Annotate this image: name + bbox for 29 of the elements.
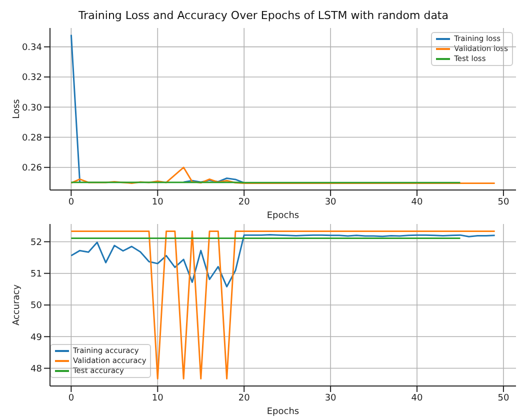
x-axis-title: Epochs (266, 211, 300, 221)
y-tick-label: 52 (30, 238, 42, 248)
x-tick-label: 0 (68, 393, 74, 404)
y-tick-label: 51 (30, 270, 42, 280)
x-tick-label: 20 (238, 197, 250, 208)
y-axis-title: Loss (12, 98, 22, 119)
x-tick-label: 40 (411, 393, 424, 404)
line-series (70, 166, 496, 184)
x-axis-title: Epochs (266, 407, 300, 417)
y-tick-label: 50 (30, 301, 42, 312)
y-tick-label: 0.32 (22, 73, 42, 84)
y-tick-label: 0.28 (22, 133, 42, 144)
y-tick-label: 0.34 (22, 43, 42, 54)
chart-title: Training Loss and Accuracy Over Epochs of LSTM with random data (78, 8, 450, 24)
y-tick-label: 0.30 (22, 103, 42, 114)
x-tick-label: 30 (324, 197, 337, 208)
x-tick-label: 10 (152, 393, 164, 404)
y-axis-title: Accuracy (12, 284, 22, 326)
y-tick-label: 48 (30, 364, 42, 374)
y-tick-label: 0.26 (22, 164, 42, 174)
x-tick-label: 40 (411, 197, 424, 208)
line-series (70, 234, 496, 288)
x-tick-label: 0 (68, 197, 74, 208)
x-tick-label: 30 (324, 393, 337, 404)
x-tick-label: 50 (498, 393, 510, 404)
x-tick-label: 20 (238, 393, 250, 404)
x-tick-label: 10 (152, 197, 164, 208)
y-tick-label: 49 (30, 332, 42, 343)
x-tick-label: 50 (498, 197, 510, 208)
